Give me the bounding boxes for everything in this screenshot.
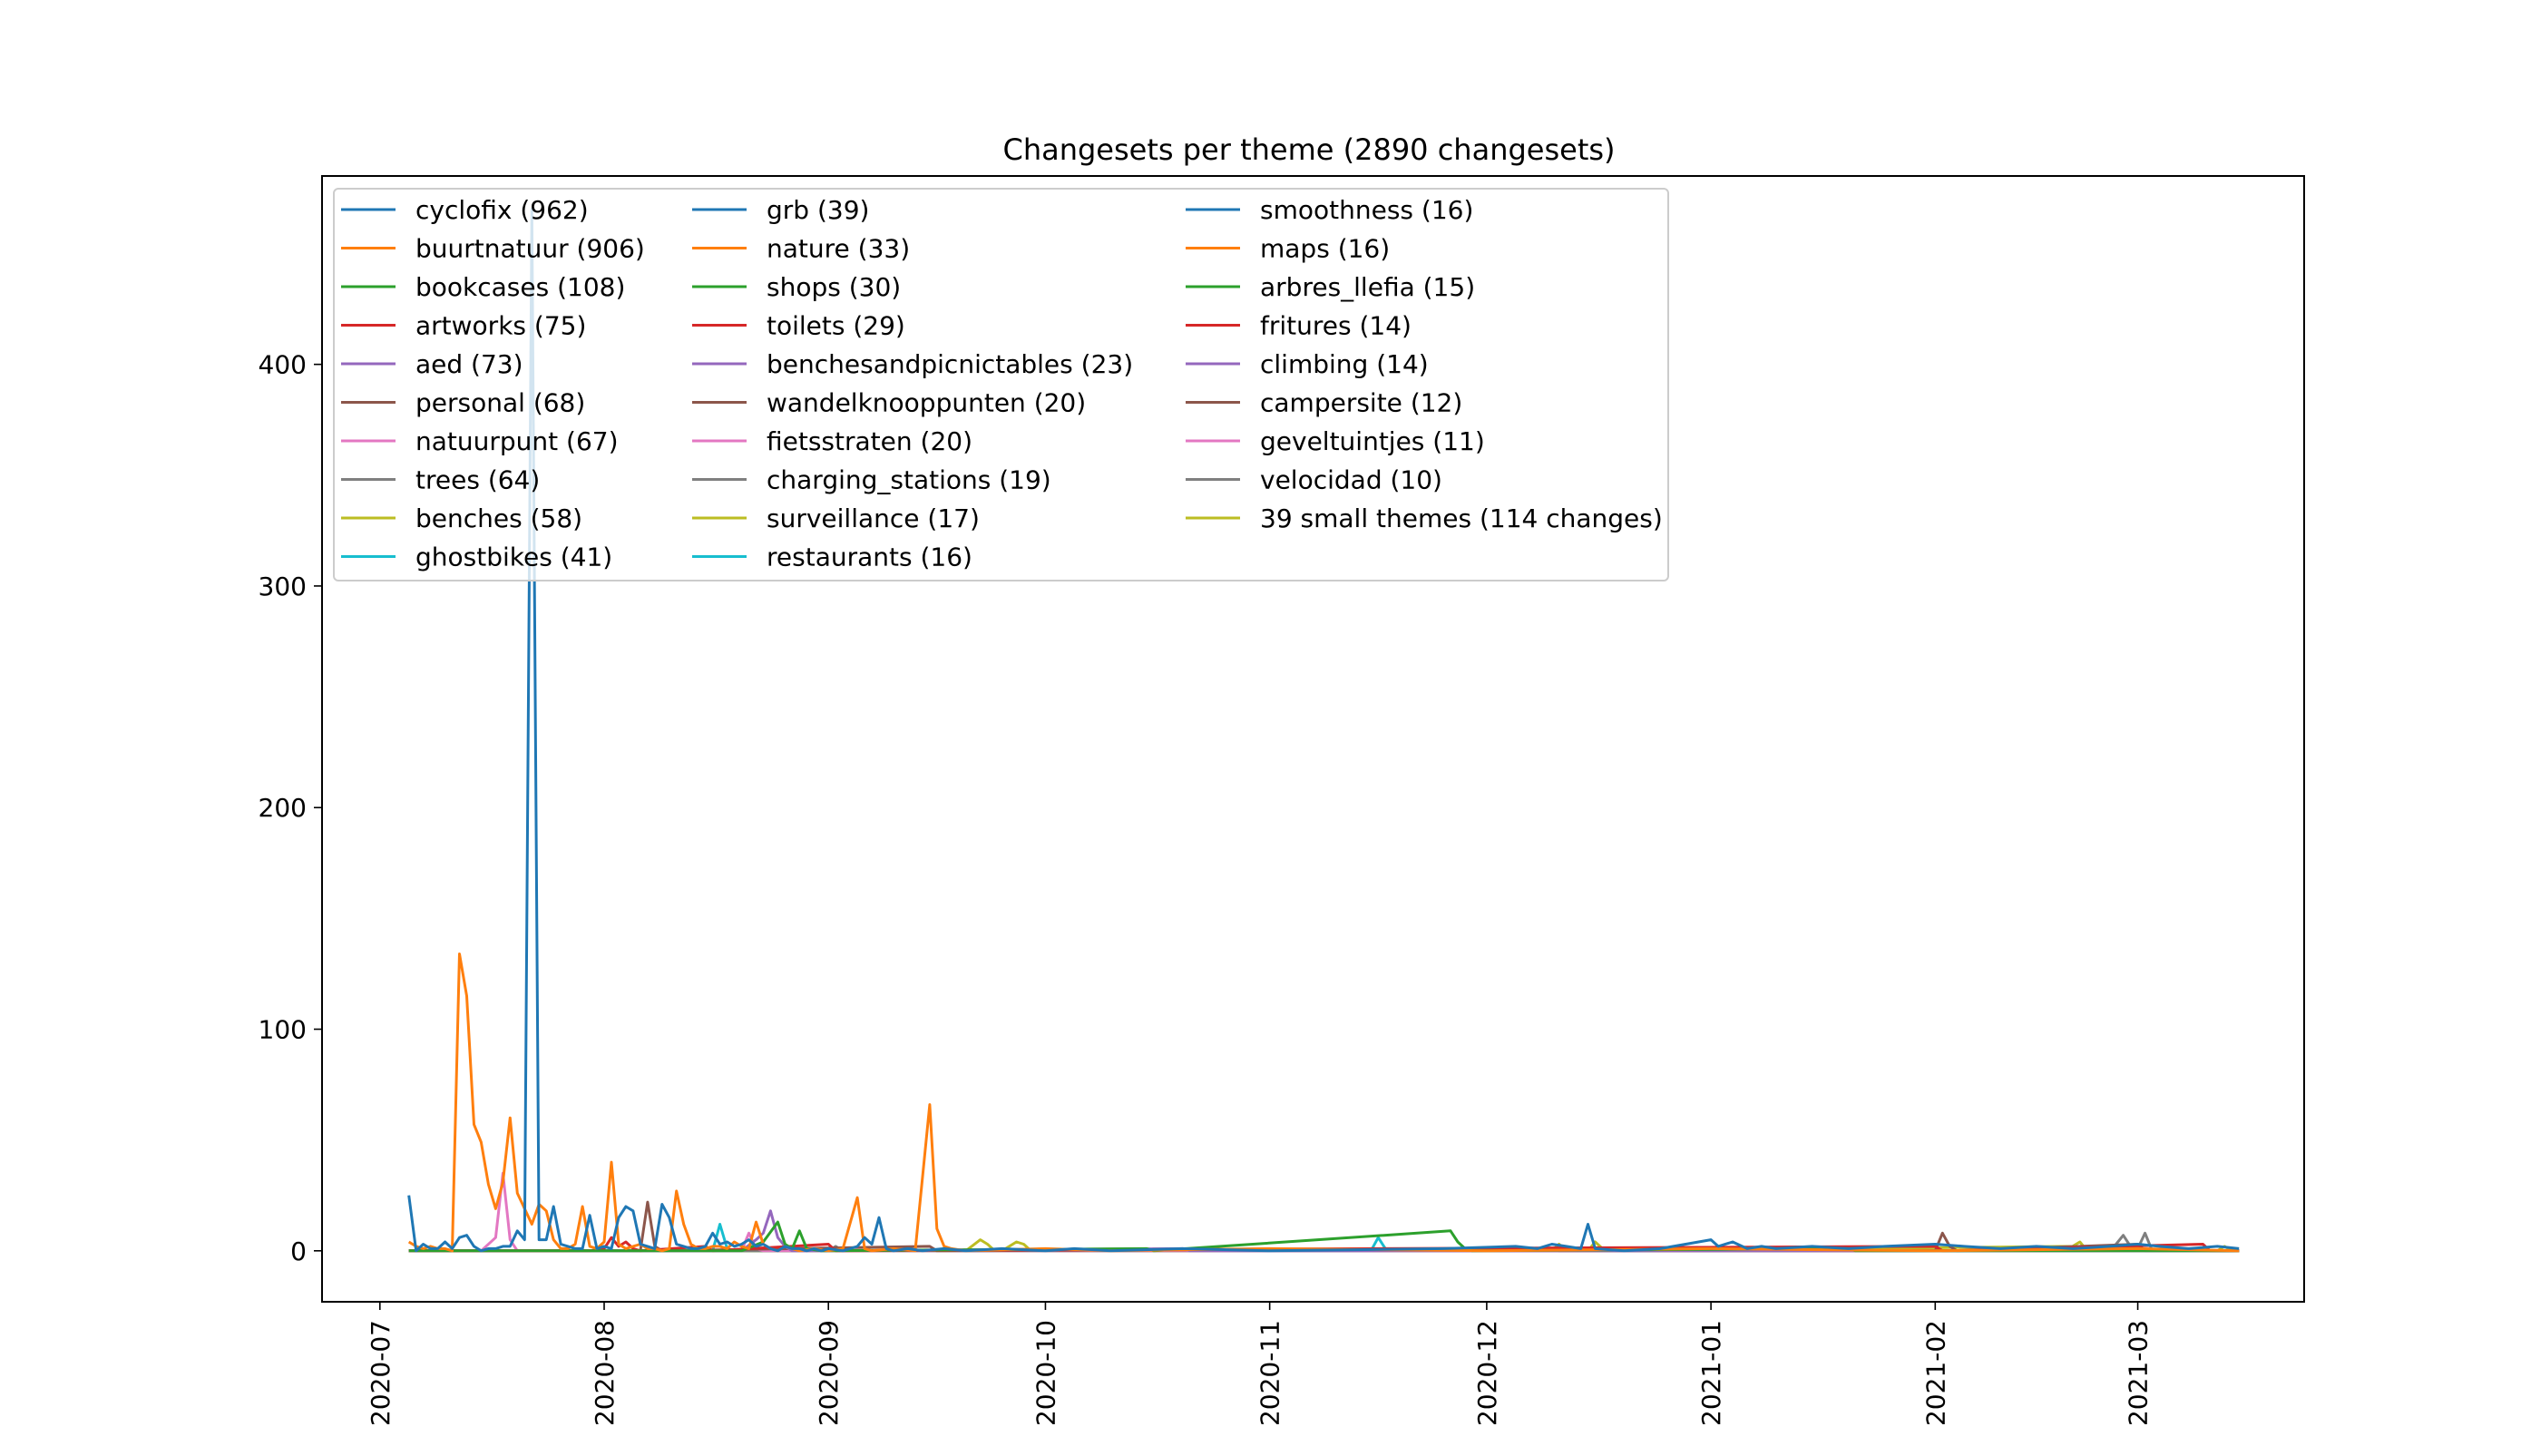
legend-label: arbres_llefia (15) — [1260, 272, 1475, 302]
legend-label: grb (39) — [767, 195, 869, 225]
legend-entry: campersite (12) — [1186, 388, 1462, 418]
series-line-benches-58 — [408, 1238, 2240, 1253]
legend-entry: 39 small themes (114 changes) — [1186, 503, 1663, 533]
legend-entry: velocidad (10) — [1186, 465, 1442, 495]
legend-entry: geveltuintjes (11) — [1186, 426, 1485, 456]
legend-entry: ghostbikes (41) — [341, 542, 612, 572]
legend-entry: fietsstraten (20) — [692, 426, 972, 456]
legend-label: toilets (29) — [767, 311, 905, 341]
axis-layer: 0 100 200 300 400 2020-07 2020-08 2020-09 2020-1… — [259, 350, 2154, 1426]
legend-label: artworks (75) — [415, 311, 586, 341]
legend-entry: personal (68) — [341, 388, 585, 418]
x-tick-label: 2020-07 — [366, 1320, 396, 1426]
legend-label: climbing (14) — [1260, 349, 1429, 379]
legend-label: maps (16) — [1260, 234, 1390, 264]
x-tick-label: 2020-08 — [590, 1320, 620, 1426]
legend-entry: surveillance (17) — [692, 503, 980, 533]
legend-entry: maps (16) — [1186, 234, 1390, 264]
legend-label: shops (30) — [767, 272, 901, 302]
x-tick-label: 2020-11 — [1255, 1320, 1285, 1426]
legend-entry: benches (58) — [341, 503, 582, 533]
legend-label: campersite (12) — [1260, 388, 1462, 418]
legend-label: charging_stations (19) — [767, 465, 1051, 495]
legend-entry: natuurpunt (67) — [341, 426, 619, 456]
legend-entry: artworks (75) — [341, 311, 586, 341]
legend-entry: arbres_llefia (15) — [1186, 272, 1475, 302]
legend-label: velocidad (10) — [1260, 465, 1442, 495]
legend-label: smoothness (16) — [1260, 195, 1473, 225]
series-line-buurtnatuur-906 — [407, 953, 2240, 1253]
x-tick-label: 2020-09 — [814, 1320, 844, 1426]
legend-entry: restaurants (16) — [692, 542, 972, 572]
legend-entry: wandelknooppunten (20) — [692, 388, 1086, 418]
legend-label: aed (73) — [415, 349, 523, 379]
legend-entry: nature (33) — [692, 234, 910, 264]
legend-label: fietsstraten (20) — [767, 426, 972, 456]
x-tick-label: 2021-02 — [1920, 1320, 1950, 1426]
y-tick-label: 0 — [290, 1236, 307, 1266]
legend-entry: smoothness (16) — [1186, 195, 1473, 225]
legend-label: wandelknooppunten (20) — [767, 388, 1086, 418]
legend-entry: fritures (14) — [1186, 311, 1412, 341]
legend-entry: benchesandpicnictables (23) — [692, 349, 1133, 379]
legend-label: benches (58) — [415, 503, 582, 533]
legend-label: cyclofix (962) — [415, 195, 589, 225]
legend-frame — [333, 188, 1669, 581]
legend-label: fritures (14) — [1260, 311, 1412, 341]
x-tick-label: 2020-12 — [1472, 1320, 1502, 1426]
y-tick-label: 300 — [259, 572, 307, 601]
legend-entry: climbing (14) — [1186, 349, 1429, 379]
x-tick-label: 2021-01 — [1696, 1320, 1726, 1426]
legend-label: surveillance (17) — [767, 503, 980, 533]
legend-label: geveltuintjes (11) — [1260, 426, 1485, 456]
legend: cyclofix (962) buurtnatuur (906) bookcases… — [333, 188, 1669, 581]
x-tick-label: 2020-10 — [1031, 1320, 1060, 1426]
legend-entry: shops (30) — [692, 272, 901, 302]
legend-entry: grb (39) — [692, 195, 869, 225]
legend-entry: bookcases (108) — [341, 272, 625, 302]
legend-label: restaurants (16) — [767, 542, 972, 572]
legend-entry: trees (64) — [341, 465, 540, 495]
series-layer — [407, 208, 2240, 1253]
x-tick-label: 2021-03 — [2124, 1320, 2154, 1426]
legend-entry: toilets (29) — [692, 311, 905, 341]
legend-label: nature (33) — [767, 234, 910, 264]
legend-label: personal (68) — [415, 388, 585, 418]
legend-entry: charging_stations (19) — [692, 465, 1051, 495]
y-tick-label: 100 — [259, 1015, 307, 1045]
legend-entry: cyclofix (962) — [341, 195, 589, 225]
legend-entry: buurtnatuur (906) — [341, 234, 645, 264]
legend-label: ghostbikes (41) — [415, 542, 612, 572]
y-tick-label: 400 — [259, 350, 307, 380]
y-tick-label: 200 — [259, 793, 307, 823]
legend-label: 39 small themes (114 changes) — [1260, 503, 1663, 533]
legend-label: trees (64) — [415, 465, 540, 495]
chart-title: Changesets per theme (2890 changesets) — [1002, 132, 1615, 167]
series-line-cyclofix-962 — [407, 208, 2240, 1253]
legend-label: bookcases (108) — [415, 272, 625, 302]
plot-area-frame — [321, 175, 2305, 1303]
legend-entry: aed (73) — [341, 349, 523, 379]
legend-label: buurtnatuur (906) — [415, 234, 645, 264]
legend-label: benchesandpicnictables (23) — [767, 349, 1133, 379]
legend-label: natuurpunt (67) — [415, 426, 619, 456]
